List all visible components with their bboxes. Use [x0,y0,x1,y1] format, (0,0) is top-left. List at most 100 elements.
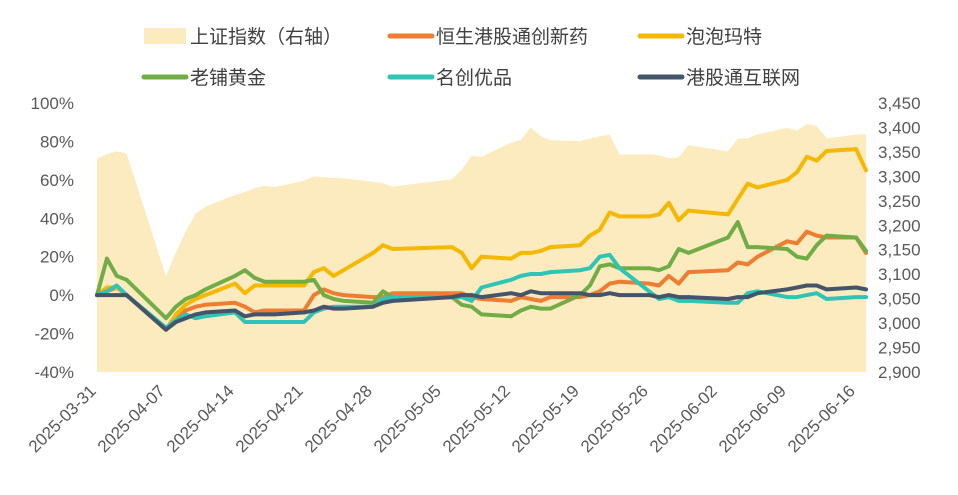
data-point [647,266,651,271]
data-point [676,247,681,251]
data-point [529,272,533,276]
data-point [805,229,809,234]
legend-label: 港股通互联网 [686,67,800,89]
data-point [657,268,661,273]
data-point [795,295,799,299]
data-point [509,256,513,261]
data-point [647,281,651,286]
data-point [509,299,513,303]
data-point [854,235,858,240]
data-point [676,281,681,286]
data-point [726,268,730,273]
legend-label: 老铺黄金 [190,67,266,89]
x-tick-label: 2025-04-14 [163,381,238,456]
data-point [676,295,681,299]
data-point [371,295,375,299]
data-point [548,295,553,299]
data-point [341,299,346,303]
data-point [114,293,119,297]
data-point [302,310,306,315]
data-point [686,299,691,303]
data-point [391,247,395,251]
data-point [529,297,533,301]
data-point [824,297,829,301]
data-point [312,293,316,297]
data-point [795,241,799,246]
data-point [479,295,484,299]
data-point [598,254,602,259]
data-point [252,312,257,317]
y-left-tick-label: 20% [40,248,74,267]
x-tick-label: 2025-06-16 [784,381,859,456]
legend-swatch [144,28,186,44]
data-point [164,316,168,321]
data-point [233,308,237,313]
data-point [183,316,188,321]
data-point [805,293,809,297]
data-point [617,279,622,284]
data-point [755,245,760,249]
y-right-tick-label: 3,350 [878,143,921,162]
data-point [469,304,474,309]
data-point [450,291,454,296]
data-point [193,316,198,321]
data-point [183,297,188,301]
data-point [755,254,760,259]
data-point [381,243,385,247]
data-point [174,304,178,309]
data-point [548,245,553,249]
data-point [607,281,612,286]
data-point [736,220,740,224]
data-point [233,281,237,286]
data-point [686,295,691,299]
data-point [686,270,691,274]
data-point [529,289,533,294]
data-point [538,306,543,311]
legend-label: 上证指数（右轴） [190,26,342,48]
x-tick-label: 2025-04-21 [232,381,307,456]
data-point [312,278,316,282]
data-point [203,310,208,315]
data-point [312,270,316,274]
data-point [736,260,740,265]
data-point [509,278,513,282]
data-point [193,304,198,309]
y-right-tick-label: 2,900 [878,363,921,382]
data-point [854,295,858,299]
data-point [243,314,247,319]
data-point [233,274,237,278]
data-point [450,245,454,249]
data-point [371,251,375,255]
data-point [519,251,523,255]
legend-item: 名创优品 [387,67,512,89]
y-left-tick-label: 40% [40,209,74,228]
series-line [95,229,868,332]
series-4 [95,283,868,332]
data-point [183,308,188,313]
data-point [667,264,671,269]
data-point [469,293,474,297]
data-point [755,291,760,296]
data-point [686,251,691,255]
data-point [262,312,267,317]
data-point [262,279,267,284]
data-point [243,304,247,309]
data-point [814,158,819,163]
data-point [578,243,582,247]
y-right-tick-label: 3,000 [878,314,921,333]
data-point [193,293,198,297]
data-point [588,266,592,271]
y-right-tick-label: 3,450 [878,94,921,113]
data-point [479,254,484,259]
data-point [657,295,661,299]
data-point [243,291,247,296]
data-point [538,299,543,303]
data-point [105,289,109,294]
data-point [460,303,464,307]
data-point [193,312,198,317]
data-point [272,283,277,288]
data-point [548,291,553,296]
data-point [95,293,99,297]
data-point [617,266,622,271]
data-point [124,278,129,282]
